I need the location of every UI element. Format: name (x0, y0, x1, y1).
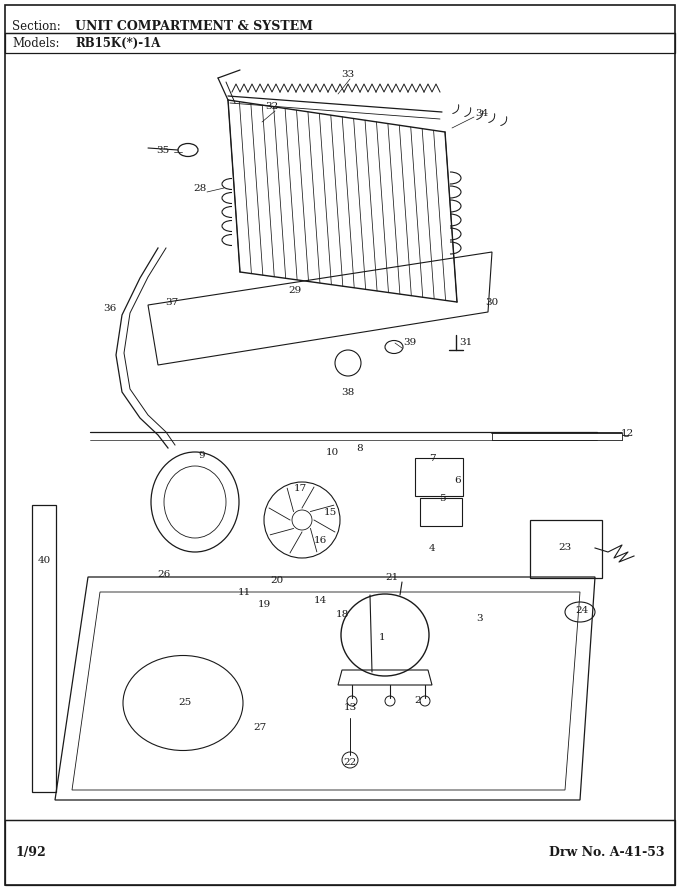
Text: 4: 4 (428, 544, 435, 553)
Text: 17: 17 (293, 483, 307, 492)
Bar (420, 498, 462, 526)
Bar (530, 520, 602, 578)
Text: 20: 20 (271, 576, 284, 585)
Text: Models:: Models: (12, 36, 60, 50)
Text: 24: 24 (575, 605, 589, 614)
Text: 16: 16 (313, 536, 326, 545)
Text: 3: 3 (477, 613, 483, 622)
Bar (415, 458, 463, 496)
Text: 18: 18 (335, 610, 349, 619)
Text: 27: 27 (254, 723, 267, 732)
Text: 32: 32 (265, 101, 279, 110)
Text: 11: 11 (237, 587, 251, 596)
Text: 21: 21 (386, 572, 398, 581)
Text: 14: 14 (313, 595, 326, 604)
Text: Drw No. A-41-53: Drw No. A-41-53 (549, 846, 665, 859)
Text: 22: 22 (343, 757, 356, 766)
Text: 5: 5 (439, 493, 445, 503)
Text: 34: 34 (475, 109, 489, 117)
Bar (5, 820, 675, 885)
Text: 25: 25 (178, 698, 192, 707)
Text: Section:: Section: (12, 20, 61, 33)
Text: RB15K(*)-1A: RB15K(*)-1A (75, 36, 160, 50)
Text: UNIT COMPARTMENT & SYSTEM: UNIT COMPARTMENT & SYSTEM (75, 20, 313, 33)
Text: 26: 26 (157, 570, 171, 578)
Text: 29: 29 (288, 286, 302, 295)
Text: 15: 15 (324, 507, 337, 516)
Text: 10: 10 (325, 448, 339, 457)
Text: 40: 40 (37, 555, 50, 564)
Text: 8: 8 (357, 443, 363, 452)
Text: 19: 19 (257, 600, 271, 609)
Text: 38: 38 (341, 387, 355, 397)
Text: 1: 1 (379, 633, 386, 642)
Text: 2: 2 (415, 695, 422, 705)
Text: 37: 37 (165, 297, 179, 306)
Text: 33: 33 (341, 69, 355, 78)
Text: 30: 30 (486, 297, 498, 306)
Text: 12: 12 (620, 428, 634, 438)
Text: 23: 23 (558, 543, 572, 552)
Text: 35: 35 (156, 145, 169, 155)
Text: 1/92: 1/92 (15, 846, 46, 859)
Text: 36: 36 (103, 303, 117, 312)
Text: 31: 31 (460, 337, 473, 346)
Bar (5, 33, 675, 53)
Text: 9: 9 (199, 450, 205, 459)
Text: 39: 39 (403, 337, 417, 346)
Text: 7: 7 (428, 454, 435, 463)
Text: 6: 6 (455, 475, 461, 484)
Text: 28: 28 (193, 183, 207, 192)
Text: 13: 13 (343, 702, 356, 711)
